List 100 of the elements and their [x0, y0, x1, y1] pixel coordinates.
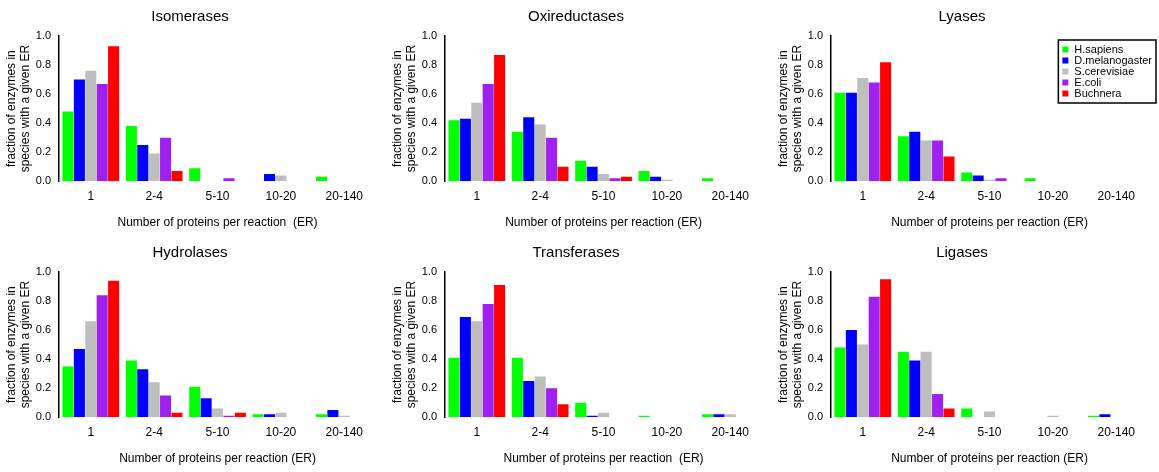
bar — [845, 92, 857, 182]
y-tick-label: 0.8 — [35, 58, 52, 71]
bar — [932, 140, 944, 182]
y-tick-label: 0.6 — [35, 87, 52, 100]
x-tick-label: 10-20 — [265, 424, 297, 439]
bar — [171, 171, 183, 182]
x-tick-label: 5-10 — [591, 188, 616, 203]
y-axis-title: fraction of enzymes in species with a given ER — [775, 44, 804, 173]
bar — [557, 404, 569, 418]
y-tick-label: 0.6 — [807, 323, 824, 336]
x-axis-title: Number of proteins per reaction (ER) — [503, 451, 704, 466]
y-tick-label: 1.0 — [807, 265, 824, 278]
chart-title: Ligases — [936, 243, 988, 261]
bar — [1099, 414, 1111, 418]
y-tick-label: 0.8 — [807, 294, 824, 307]
bar — [598, 173, 610, 182]
y-tick-label: 1.0 — [807, 29, 824, 42]
bar — [73, 348, 85, 418]
bar — [471, 102, 483, 182]
bar — [557, 166, 569, 182]
y-tick-label: 1.0 — [35, 29, 52, 42]
y-tick-label: 0.2 — [807, 381, 824, 394]
bar — [897, 136, 909, 182]
bar — [108, 280, 120, 418]
bar — [234, 412, 246, 418]
bar — [511, 131, 523, 182]
y-tick-label: 0.6 — [807, 87, 824, 100]
bar — [857, 344, 869, 418]
x-tick-label: 5-10 — [205, 188, 230, 203]
x-tick-label: 1 — [859, 424, 867, 439]
y-tick-label: 0.6 — [421, 87, 438, 100]
y-tick-label: 1.0 — [421, 265, 438, 278]
bar — [471, 321, 483, 418]
y-tick-label: 0.4 — [35, 116, 52, 129]
bar — [598, 412, 610, 418]
bar — [263, 414, 276, 418]
bar — [943, 156, 955, 182]
bar — [263, 173, 276, 182]
bar — [73, 79, 85, 182]
y-tick-label: 0.2 — [35, 145, 52, 158]
y-tick-label: 0.0 — [35, 410, 52, 423]
bar — [212, 408, 224, 418]
legend-label: H.sapiens — [1074, 42, 1124, 55]
bar — [649, 176, 662, 182]
bar — [482, 83, 494, 182]
x-tick-label: 20-140 — [711, 424, 750, 439]
bar — [275, 412, 287, 418]
chart-title: Hydrolases — [152, 243, 228, 261]
y-tick-label: 0.0 — [807, 174, 824, 187]
bar — [511, 357, 523, 418]
x-tick-label: 20-140 — [1097, 424, 1136, 439]
x-tick-label: 2-4 — [531, 424, 550, 439]
bar — [62, 111, 74, 182]
bar — [96, 295, 108, 418]
y-tick-label: 0.8 — [807, 58, 824, 71]
chart-title: Isomerases — [151, 7, 229, 25]
y-tick-label: 1.0 — [421, 29, 438, 42]
x-tick-label: 20-140 — [1097, 188, 1136, 203]
bar — [638, 171, 650, 182]
bar — [160, 137, 172, 182]
bar — [523, 380, 535, 418]
bar — [857, 78, 869, 182]
bar — [148, 153, 160, 182]
x-axis-title: Number of proteins per reaction (ER) — [119, 451, 316, 466]
x-axis-title: Number of proteins per reaction (ER) — [505, 215, 702, 230]
y-axis-title: fraction of enzymes in species with a given ER — [775, 280, 804, 409]
y-tick-label: 0.4 — [35, 352, 52, 365]
bar — [189, 386, 201, 418]
bar — [834, 347, 846, 418]
bar — [448, 357, 460, 418]
y-tick-label: 0.8 — [35, 294, 52, 307]
bar — [943, 408, 955, 418]
legend-label: E.coli — [1074, 75, 1102, 88]
y-tick-label: 0.6 — [421, 323, 438, 336]
bar — [1024, 178, 1036, 182]
x-tick-label: 20-140 — [711, 188, 750, 203]
bar — [701, 178, 714, 182]
y-tick-label: 0.6 — [35, 323, 52, 336]
bar — [85, 321, 97, 418]
bar — [713, 414, 725, 418]
x-tick-label: 20-140 — [325, 188, 364, 203]
legend-label: S.cerevisiae — [1074, 64, 1135, 77]
bar — [868, 296, 880, 418]
bar — [984, 411, 996, 418]
bar — [575, 160, 587, 182]
x-tick-label: 2-4 — [917, 424, 936, 439]
chart-title: Lyases — [938, 7, 986, 25]
y-tick-label: 0.2 — [421, 145, 438, 158]
bar — [223, 178, 235, 182]
x-tick-label: 10-20 — [265, 188, 297, 203]
y-tick-label: 0.4 — [807, 352, 824, 365]
bar — [534, 376, 546, 418]
x-tick-label: 1 — [87, 424, 95, 439]
legend-label: D.melanogaster — [1074, 53, 1153, 66]
chart-title: Oxireductases — [528, 7, 624, 25]
bar — [482, 303, 494, 418]
bar — [327, 409, 339, 418]
bar — [315, 414, 328, 418]
bar — [448, 120, 460, 182]
x-tick-label: 10-20 — [1037, 188, 1069, 203]
